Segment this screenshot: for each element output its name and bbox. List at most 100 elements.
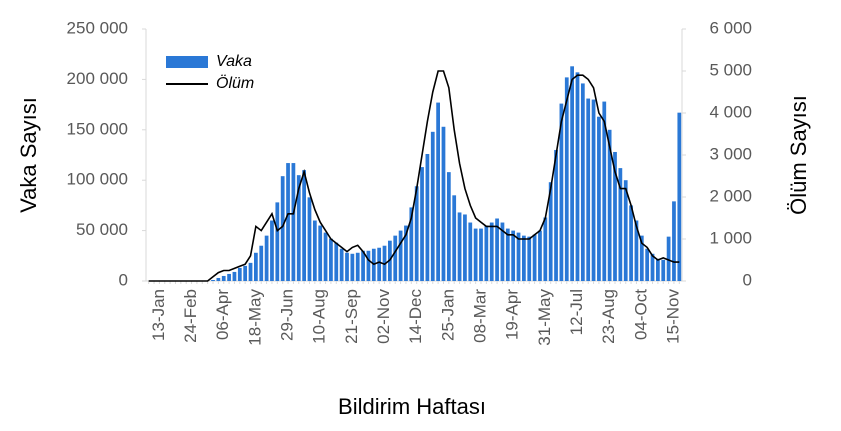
- y2-tick-label: 1 000: [709, 228, 752, 247]
- bar: [511, 230, 516, 281]
- bar: [639, 235, 644, 281]
- x-tick-label: 02-Nov: [374, 289, 393, 344]
- bar: [409, 207, 414, 281]
- bar: [302, 170, 306, 281]
- bar: [495, 218, 499, 281]
- y2-tick-label: 4 000: [709, 102, 752, 121]
- x-tick-label: 10-Aug: [310, 289, 329, 344]
- bar: [564, 77, 569, 281]
- bar: [398, 230, 403, 281]
- bar: [393, 235, 398, 281]
- bar: [597, 116, 601, 281]
- bar: [586, 98, 591, 281]
- bar: [254, 252, 258, 281]
- bar: [248, 262, 253, 281]
- bar: [227, 273, 231, 281]
- y2-tick-label: 5 000: [709, 60, 752, 79]
- bar: [312, 220, 317, 281]
- line: [148, 70, 680, 282]
- bar: [489, 222, 494, 281]
- bar: [232, 271, 237, 281]
- y2-tick-label: 3 000: [709, 144, 752, 163]
- bar: [591, 99, 596, 281]
- bar: [259, 245, 264, 281]
- bar: [607, 129, 612, 281]
- bar: [366, 250, 371, 281]
- bar: [430, 131, 435, 281]
- bar: [559, 103, 564, 281]
- legend-swatch: [166, 56, 208, 68]
- bar: [532, 234, 537, 281]
- x-tick-label: 19-Apr: [503, 289, 522, 340]
- bar: [436, 102, 440, 281]
- bar: [516, 232, 521, 281]
- bar: [473, 228, 478, 281]
- bar: [420, 167, 424, 281]
- bar: [452, 195, 457, 281]
- bar: [479, 228, 483, 281]
- y-tick-label: 50 000: [76, 220, 128, 239]
- x-axis-title: Bildirim Haftası: [338, 394, 486, 419]
- bar: [345, 252, 349, 281]
- bar: [323, 232, 328, 281]
- x-tick-label: 25-Jan: [438, 289, 457, 341]
- bar: [554, 149, 558, 281]
- x-tick-label: 18-May: [245, 289, 264, 346]
- bar: [441, 126, 446, 281]
- bar: [505, 228, 510, 281]
- x-tick-label: 15-Nov: [663, 289, 682, 344]
- x-tick-label: 06-Apr: [213, 289, 232, 340]
- x-tick-label: 31-May: [535, 289, 554, 346]
- bar: [243, 265, 248, 281]
- x-tick-label: 29-Jun: [278, 289, 297, 341]
- bar: [623, 180, 628, 281]
- bar: [318, 225, 323, 281]
- bar: [570, 66, 574, 282]
- bar: [361, 250, 365, 281]
- bar: [645, 248, 650, 281]
- bar: [463, 214, 467, 281]
- legend: Vaka Ölüm: [166, 53, 254, 92]
- y-tick-label: 150 000: [67, 119, 128, 138]
- bar: [522, 235, 526, 281]
- y2-tick-label: 0: [743, 270, 752, 289]
- bar: [211, 279, 215, 281]
- bar: [602, 101, 607, 282]
- bar: [580, 83, 585, 281]
- y2-axis-title: Ölüm Sayısı: [786, 95, 811, 215]
- bar: [446, 172, 451, 281]
- bar: [280, 176, 285, 281]
- bar: [355, 252, 360, 281]
- bar: [329, 238, 333, 281]
- bar: [414, 186, 419, 281]
- bar: [216, 277, 221, 281]
- bar: [425, 153, 430, 281]
- bar: [339, 248, 344, 281]
- bar: [543, 217, 548, 281]
- bar: [527, 236, 532, 281]
- bar: [270, 220, 274, 281]
- bar: [404, 225, 408, 281]
- legend-label: Ölüm: [216, 74, 254, 92]
- bar: [575, 72, 580, 282]
- x-tick-label: 24-Feb: [181, 289, 200, 343]
- legend-label: Vaka: [216, 53, 252, 70]
- bar: [468, 222, 473, 281]
- bar: [457, 212, 462, 281]
- y-tick-label: 100 000: [67, 170, 128, 189]
- bar: [538, 230, 542, 281]
- bar: [500, 222, 505, 281]
- bar: [291, 163, 296, 281]
- bar: [661, 259, 666, 281]
- y-tick-label: 250 000: [67, 18, 128, 37]
- x-tick-label: 14-Dec: [406, 289, 425, 344]
- y-tick-label: 0: [119, 270, 128, 289]
- x-tick-label: 23-Aug: [599, 289, 618, 344]
- x-tick-label: 08-Mar: [470, 289, 489, 343]
- bar: [221, 275, 226, 281]
- bar: [334, 242, 339, 281]
- bar: [634, 220, 639, 281]
- bar: [484, 225, 489, 281]
- bar: [613, 151, 617, 281]
